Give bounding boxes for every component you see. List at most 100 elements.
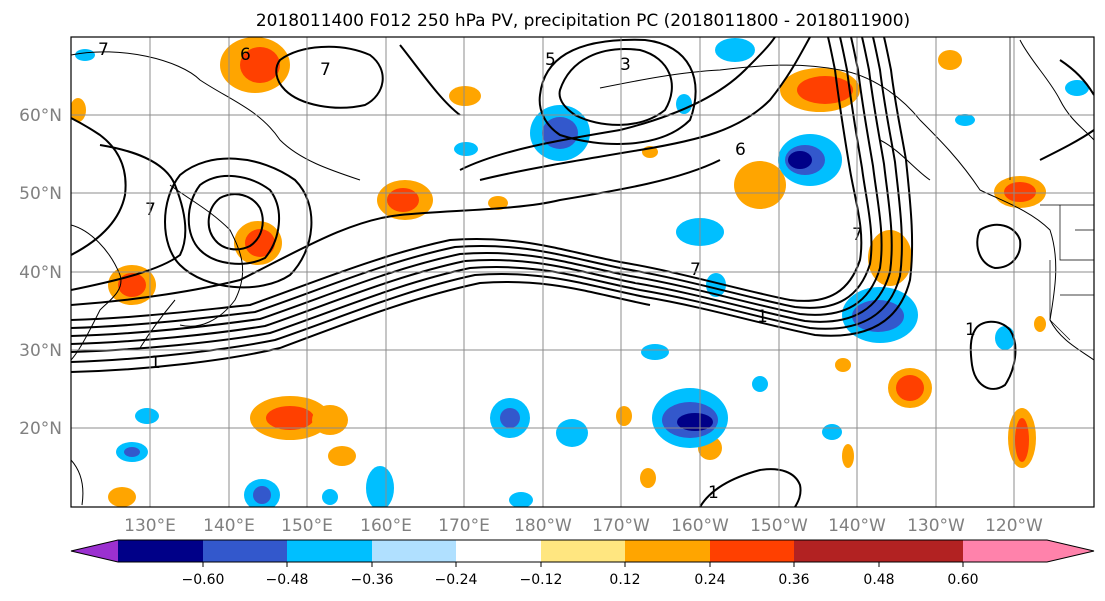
pv-contour — [71, 117, 127, 256]
lon-label: 170°W — [592, 516, 650, 536]
lon-label: 140°W — [828, 516, 886, 536]
figure-title: 2018011400 F012 250 hPa PV, precipitatio… — [256, 11, 910, 31]
precip-blob — [500, 408, 520, 428]
contour-label: 1 — [965, 320, 976, 340]
pv-contour — [71, 281, 651, 373]
precip-blob — [852, 300, 904, 332]
precip-blob — [1015, 418, 1029, 462]
colorbar-tick-label: 0.24 — [694, 572, 725, 588]
precip-blob — [542, 117, 578, 149]
colorbar-tick-label: 0.60 — [947, 572, 978, 588]
pv-contour — [976, 223, 1022, 270]
lat-label: 20°N — [19, 419, 62, 439]
lon-labels: 130°E 140°E 150°E 160°E 170°E 180°W 170°… — [124, 516, 1043, 536]
colorbar-segment — [541, 540, 625, 562]
lon-label: 130°W — [907, 516, 965, 536]
precip-blob — [616, 406, 632, 426]
precip-blob — [868, 230, 912, 286]
contour-label: 3 — [620, 55, 631, 75]
coastline — [169, 184, 244, 327]
pv-contour — [187, 174, 281, 265]
pv-contour — [71, 37, 883, 337]
coastline — [71, 51, 361, 181]
lon-label: 150°W — [750, 516, 808, 536]
precip-blob — [938, 50, 962, 70]
pv-contour — [275, 45, 384, 109]
precip-blob — [1034, 316, 1046, 332]
precip-blob — [641, 344, 669, 360]
lat-label: 30°N — [19, 341, 62, 361]
contour-label: 7 — [98, 40, 109, 60]
precip-blob — [312, 405, 348, 435]
precip-blob — [108, 487, 136, 507]
precip-blob — [488, 196, 508, 210]
lon-label: 150°E — [281, 516, 333, 536]
contour-label: 1 — [150, 353, 161, 373]
coastline — [599, 64, 1094, 361]
precip-blob — [706, 273, 726, 297]
precip-blob — [640, 468, 656, 488]
precip-blob — [509, 492, 533, 507]
precip-blob — [124, 447, 140, 457]
colorbar-min-extension — [71, 540, 118, 562]
precip-blob — [556, 419, 588, 447]
contour-label: 1 — [757, 307, 768, 327]
contour-label: 7 — [320, 60, 331, 80]
pv-contour — [71, 37, 903, 353]
precip-blob — [449, 86, 481, 106]
pv-contour — [479, 37, 811, 181]
precip-blob — [797, 76, 853, 104]
border-line — [1049, 260, 1071, 341]
colorbar-segment — [879, 540, 963, 562]
precip-blob — [955, 114, 975, 126]
coastline — [1019, 39, 1094, 141]
contour-label: 7 — [690, 260, 701, 280]
pv-contour — [558, 48, 673, 126]
lat-labels: 60°N 50°N 40°N 30°N 20°N — [19, 106, 62, 439]
precip-blob — [387, 188, 419, 212]
colorbar-tick-label: −0.60 — [182, 572, 225, 588]
lat-label: 40°N — [19, 263, 62, 283]
precip-blob — [752, 376, 768, 392]
colorbar-segment — [625, 540, 710, 562]
contour-label: 6 — [240, 45, 251, 65]
precip-blob — [822, 424, 842, 440]
map-frame — [70, 36, 1095, 508]
pv-contour — [71, 37, 914, 363]
precip-blob — [676, 94, 692, 114]
pv-contour — [71, 37, 873, 329]
colorbar-segment — [794, 540, 879, 562]
precip-blob — [366, 466, 394, 507]
coastline — [71, 224, 122, 361]
colorbar-segment — [118, 540, 203, 562]
colorbar: −0.60 −0.48 −0.36 −0.24 −0.12 0.12 0.24 … — [70, 539, 1095, 588]
contour-label: 5 — [545, 50, 556, 70]
precip-blob — [245, 229, 275, 257]
coastlines — [71, 39, 1094, 506]
colorbar-tick-label: −0.36 — [351, 572, 394, 588]
pv-contour — [459, 37, 776, 171]
precip-blob — [328, 446, 356, 466]
pv-contour — [969, 320, 1017, 390]
precip-blob — [835, 358, 851, 372]
pv-contour — [1039, 129, 1094, 161]
precip-blob — [240, 47, 280, 83]
colorbar-tick-label: 0.36 — [778, 572, 809, 588]
pv-contour — [71, 37, 863, 321]
colorbar-tick-label: −0.12 — [520, 572, 563, 588]
precip-blob — [1004, 182, 1036, 202]
contour-label: 1 — [708, 483, 719, 503]
pv-contour — [164, 157, 313, 289]
colorbar-segment — [287, 540, 372, 562]
pv-contours — [71, 37, 1094, 507]
precip-blob — [788, 151, 812, 169]
colorbar-segment — [372, 540, 456, 562]
lon-label: 170°E — [438, 516, 490, 536]
lon-label: 160°E — [360, 516, 412, 536]
precip-blob — [715, 38, 755, 62]
colorbar-segment — [963, 540, 1047, 562]
precip-blob — [75, 49, 95, 61]
colorbar-ticks — [202, 562, 964, 567]
pv-contour — [1059, 59, 1094, 96]
